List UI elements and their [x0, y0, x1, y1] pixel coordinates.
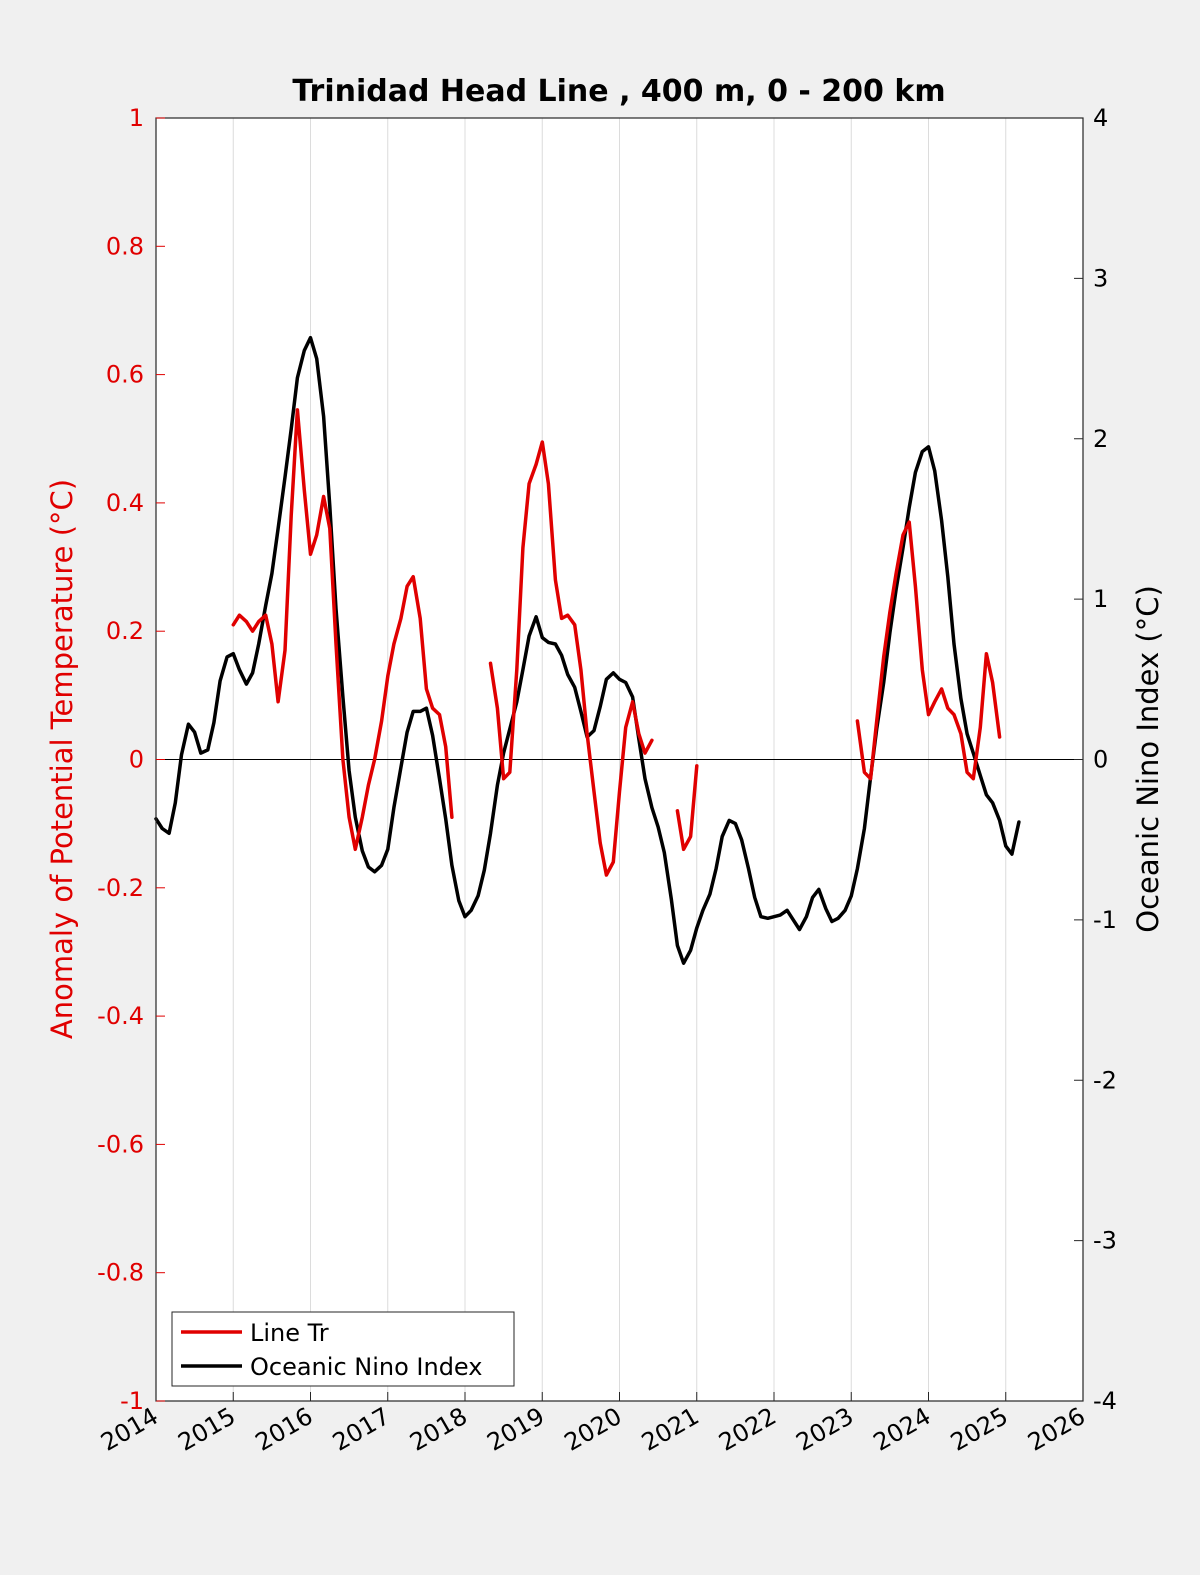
- left-tick-label: 0.6: [106, 361, 144, 389]
- left-tick-label: 0.2: [106, 617, 144, 645]
- line-tr-series-segment-2: [488, 440, 654, 877]
- right-tick-label: 0: [1093, 746, 1108, 774]
- legend-label-line-tr: Line Tr: [250, 1319, 329, 1347]
- right-tick-label: 2: [1093, 425, 1108, 453]
- left-tick-label: 0: [129, 746, 144, 774]
- left-tick-label: -0.8: [97, 1259, 144, 1287]
- legend-label-oni: Oceanic Nino Index: [250, 1353, 482, 1381]
- left-axis: 1 0.8 0.6 0.4 0.2 0 -0.2 -0.4 -0.6 -0.8 -1: [97, 104, 165, 1415]
- line-tr-series-segment-1: [231, 408, 454, 852]
- legend: Line Tr Oceanic Nino Index: [171, 1311, 515, 1387]
- right-tick-label: -1: [1093, 906, 1117, 934]
- left-tick-label: -0.2: [97, 874, 144, 902]
- right-tick-label: 3: [1093, 264, 1108, 292]
- right-tick-label: 4: [1093, 104, 1108, 132]
- right-tick-label: 1: [1093, 585, 1108, 613]
- right-tick-label: -2: [1093, 1066, 1117, 1094]
- line-tr-series-segment-4: [855, 520, 1002, 781]
- chart-title: Trinidad Head Line , 400 m, 0 - 200 km: [292, 74, 945, 109]
- left-tick-label: 0.8: [106, 232, 144, 260]
- right-axis: 4 3 2 1 0 -1 -2 -3 -4: [1074, 104, 1117, 1415]
- left-tick-label: 0.4: [106, 489, 144, 517]
- right-axis-label: Oceanic Nino Index (°C): [1131, 585, 1165, 933]
- right-tick-label: -3: [1093, 1227, 1117, 1255]
- left-tick-label: -0.4: [97, 1002, 144, 1030]
- series-layer: [154, 335, 1021, 965]
- left-tick-label: -0.6: [97, 1130, 144, 1158]
- line-tr-series-segment-3: [675, 764, 699, 852]
- left-tick-label: -1: [120, 1387, 144, 1415]
- left-tick-label: 1: [129, 104, 144, 132]
- right-tick-label: -4: [1093, 1387, 1117, 1415]
- legend-box: [171, 1311, 515, 1387]
- left-axis-label: Anomaly of Potential Temperature (°C): [45, 479, 79, 1039]
